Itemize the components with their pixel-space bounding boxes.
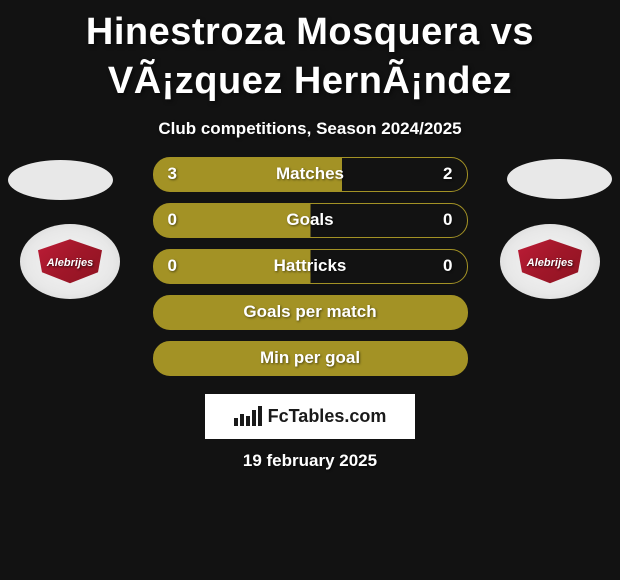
brand-text: FcTables.com	[268, 406, 387, 427]
team-logo-right-text: Alebrijes	[527, 257, 573, 269]
player-badge-left	[8, 160, 113, 200]
stat-value-left: 0	[168, 210, 177, 230]
team-logo-left: Alebrijes	[20, 224, 120, 299]
team-logo-left-bg: Alebrijes	[20, 224, 120, 299]
page-title: Hinestroza Mosquera vs VÃ¡zquez HernÃ¡nd…	[0, 0, 620, 111]
stat-label: Hattricks	[154, 256, 467, 276]
player-badge-right	[507, 159, 612, 199]
stat-row-hattricks: 0 Hattricks 0	[153, 249, 468, 284]
page-subtitle: Club competitions, Season 2024/2025	[0, 111, 620, 157]
team-logo-left-shield: Alebrijes	[30, 234, 110, 289]
footer-date: 19 february 2025	[20, 451, 600, 471]
stat-row-goals-per-match: Goals per match	[153, 295, 468, 330]
stat-label: Goals per match	[154, 302, 467, 322]
stat-row-matches: 3 Matches 2	[153, 157, 468, 192]
team-logo-right: Alebrijes	[500, 224, 600, 299]
stat-row-goals: 0 Goals 0	[153, 203, 468, 238]
stat-row-min-per-goal: Min per goal	[153, 341, 468, 376]
team-logo-right-shield: Alebrijes	[510, 234, 590, 289]
stat-label: Min per goal	[154, 348, 467, 368]
stat-value-right: 0	[443, 256, 452, 276]
stat-label: Matches	[154, 164, 467, 184]
stat-value-right: 2	[443, 164, 452, 184]
team-logo-right-bg: Alebrijes	[500, 224, 600, 299]
stat-value-right: 0	[443, 210, 452, 230]
stat-label: Goals	[154, 210, 467, 230]
stat-value-left: 3	[168, 164, 177, 184]
stat-value-left: 0	[168, 256, 177, 276]
stats-container: 3 Matches 2 0 Goals 0 0 Hattricks 0 Goal…	[153, 157, 468, 376]
brand-chart-icon	[234, 406, 262, 426]
team-logo-left-text: Alebrijes	[47, 257, 93, 269]
brand-box: FcTables.com	[205, 394, 415, 439]
content-area: Alebrijes Alebrijes 3 Matches 2 0 Goals …	[0, 157, 620, 471]
